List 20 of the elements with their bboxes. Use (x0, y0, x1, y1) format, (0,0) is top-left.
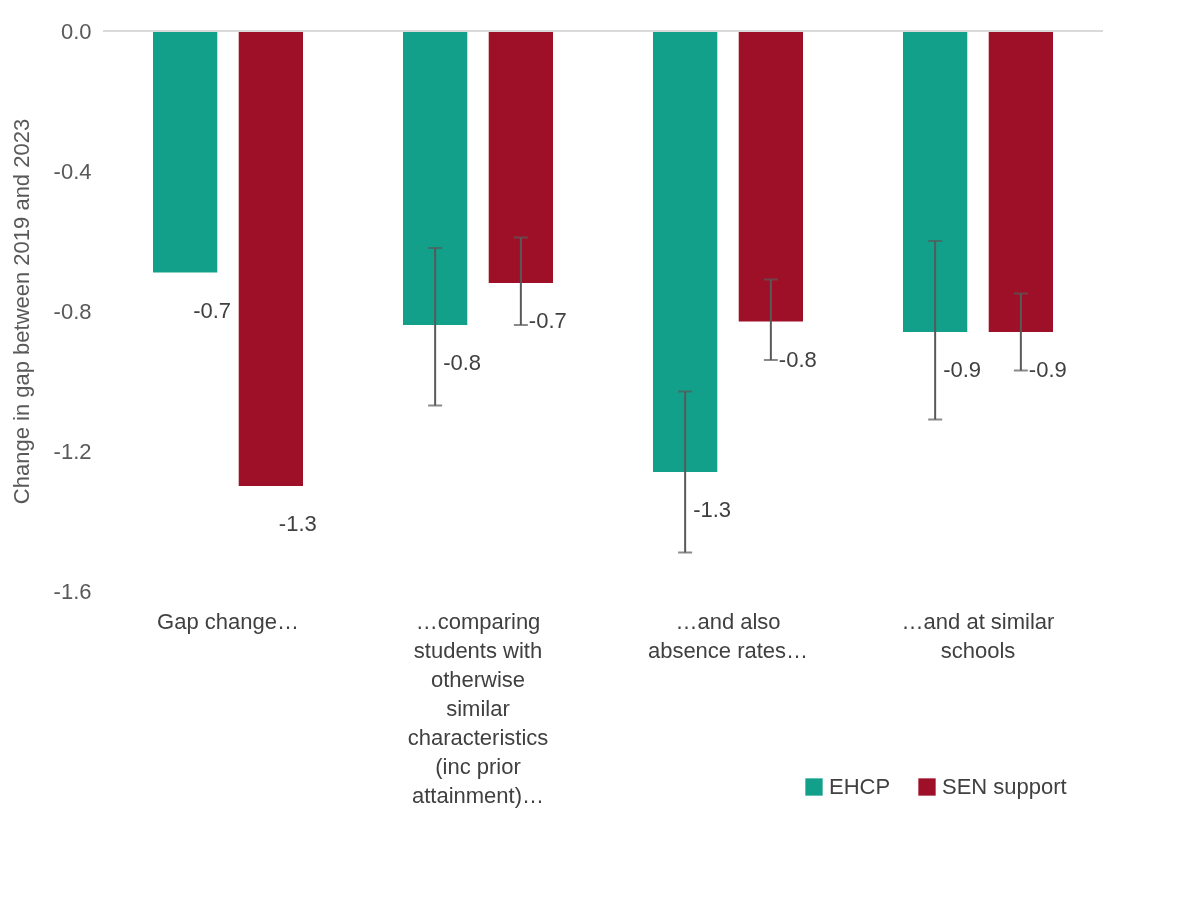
y-tick-label: -1.6 (53, 578, 92, 604)
y-tick-label: -1.2 (53, 438, 92, 464)
x-tick-label: …and at similar schools (901, 608, 1055, 663)
legend-label: EHCP (829, 774, 891, 799)
data-label: -0.8 (778, 346, 817, 372)
y-axis-title: Change in gap between 2019 and 2023 (8, 118, 34, 505)
data-label: -0.7 (193, 297, 232, 323)
y-tick-label: -0.4 (53, 158, 92, 184)
x-tick-label: …comparing students with otherwise similar characteristics (inc prior attainment)… (407, 608, 549, 808)
y-tick-label: 0.0 (60, 18, 92, 44)
x-tick-label: Gap change… (157, 608, 299, 634)
data-label: -0.9 (1028, 357, 1067, 382)
x-tick-label: …and also absence rates… (647, 608, 809, 663)
legend-label: SEN support (942, 774, 1067, 799)
data-label: -1.3 (278, 511, 317, 536)
data-label: -0.7 (528, 308, 567, 333)
data-label: -0.8 (443, 350, 482, 375)
data-label: -1.3 (693, 497, 732, 522)
data-label: -0.9 (943, 357, 982, 382)
y-tick-label: -0.8 (53, 298, 92, 324)
